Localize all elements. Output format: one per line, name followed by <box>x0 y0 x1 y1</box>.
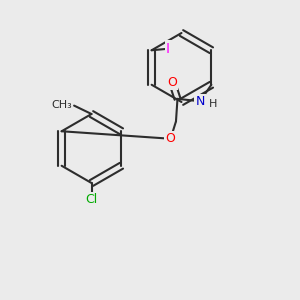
Text: O: O <box>167 76 177 89</box>
Text: O: O <box>166 132 176 145</box>
Text: N: N <box>195 95 205 108</box>
Text: CH₃: CH₃ <box>52 100 73 110</box>
Text: Cl: Cl <box>85 193 98 206</box>
Text: H: H <box>208 99 217 109</box>
Text: I: I <box>166 42 170 56</box>
